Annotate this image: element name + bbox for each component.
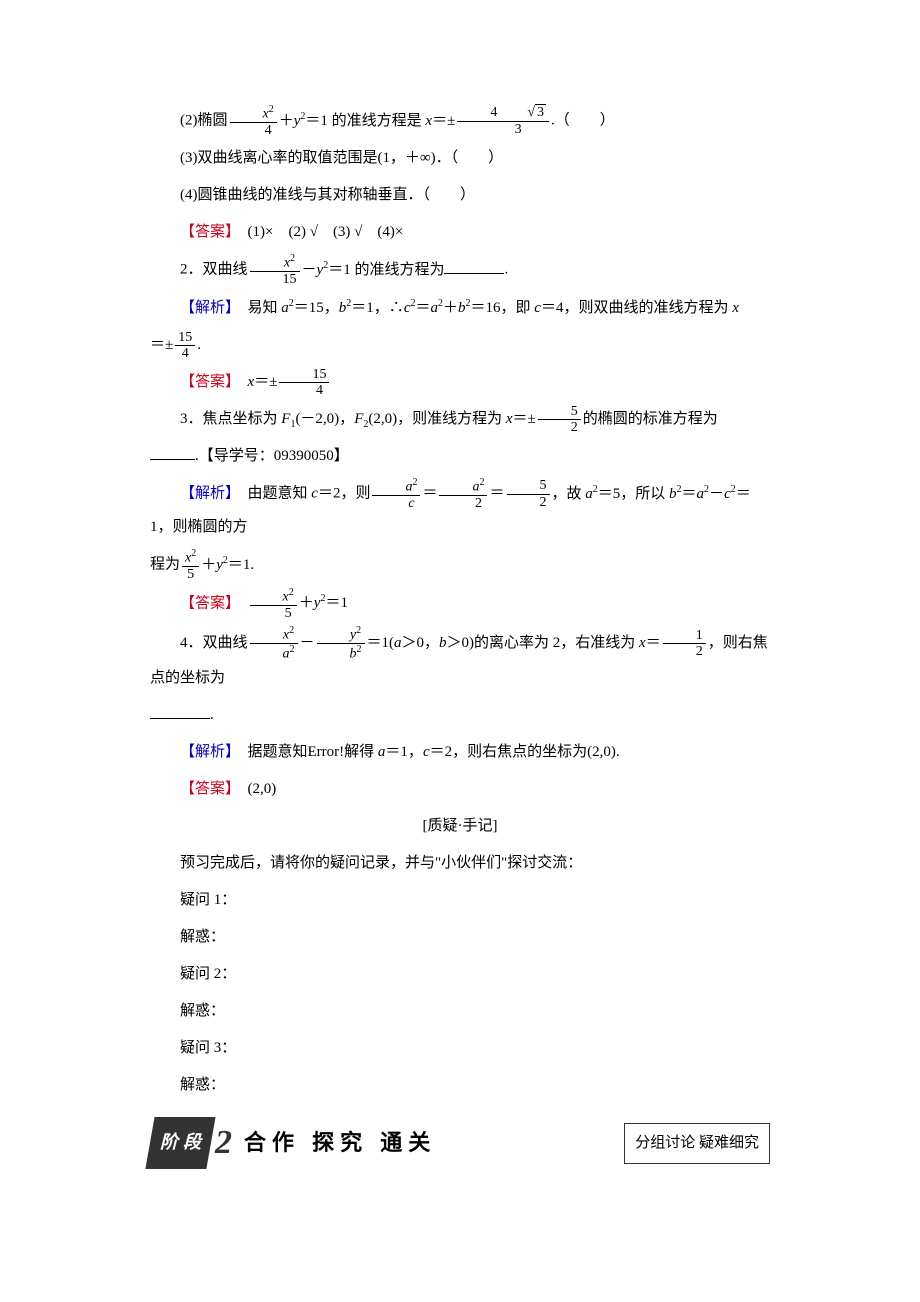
p3-ans-frac: x25: [250, 587, 297, 621]
answer-1-text: (1)× (2) √ (3) √ (4)×: [233, 224, 404, 240]
p2-jiexi-frac: 154: [175, 330, 195, 362]
p4-f2: y2b2: [317, 625, 365, 662]
p3-ans-tail: ＋y2＝1: [299, 595, 348, 611]
p2-jiexi-b: ＝±: [150, 337, 173, 353]
answer-label: 【答案】: [180, 224, 233, 240]
p3-ans-space: [233, 595, 248, 611]
banner-left: 阶 段 2 合作 探究 通关: [150, 1106, 436, 1181]
p4-ans: (2,0): [233, 781, 277, 797]
p3-after: 的椭圆的标准方程为: [583, 411, 718, 427]
problem-2-jiexi-line2: ＝±154.: [150, 329, 770, 362]
q2-frac-right: 4√33: [457, 105, 549, 137]
q2-mid: ＋y2＝1 的准线方程是 x＝±: [279, 113, 456, 129]
p3-jiexi-a: 由题意知 c＝2，则: [233, 486, 371, 502]
answer-block-4: 【答案】 (2,0): [150, 773, 770, 806]
blank-input: [150, 446, 195, 460]
notes-line: 解惑：: [150, 995, 770, 1028]
p3-guide: .【导学号：09390050】: [195, 448, 349, 464]
section-banner: 阶 段 2 合作 探究 通关 分组讨论 疑难细究: [150, 1122, 770, 1164]
answer-label: 【答案】: [180, 374, 233, 390]
problem-3-line2: .【导学号：09390050】: [150, 440, 770, 473]
p3-jiexi-c-frac: x25: [182, 548, 199, 582]
banner-tag: 阶 段: [145, 1117, 215, 1169]
problem-3-jiexi-line1: 【解析】 由题意知 c＝2，则a2c＝a22＝52，故 a2＝5，所以 b2＝a…: [150, 477, 770, 544]
p2-frac: x215: [250, 253, 300, 287]
p2-after: －y2＝1 的准线方程为: [302, 262, 445, 278]
p3-jiexi-c2: ＋y2＝1.: [201, 557, 254, 573]
answer-block-3: 【答案】 x25＋y2＝1: [150, 587, 770, 621]
q2-tail: .（ ）: [551, 113, 615, 129]
banner-title: 合作 探究 通关: [244, 1119, 436, 1167]
p3-label: 3．焦点坐标为 F1(－2,0)，F2(2,0)，则准线方程为 x＝±: [180, 411, 536, 427]
banner-number: 2: [215, 1106, 232, 1181]
notes-line: 解惑：: [150, 921, 770, 954]
problem-3: 3．焦点坐标为 F1(－2,0)，F2(2,0)，则准线方程为 x＝±52的椭圆…: [150, 403, 770, 436]
answer-label: 【答案】: [180, 781, 233, 797]
q2-frac-left: x24: [230, 104, 277, 138]
problem-4: 4．双曲线x2a2－y2b2＝1(a＞0，b＞0)的离心率为 2，右准线为 x＝…: [150, 625, 770, 695]
jiexi-label: 【解析】: [180, 486, 233, 502]
answer-block-1: 【答案】 (1)× (2) √ (3) √ (4)×: [150, 216, 770, 249]
banner-right-box: 分组讨论 疑难细究: [624, 1123, 770, 1164]
notes-line: 疑问 1：: [150, 884, 770, 917]
p4-f1: x2a2: [250, 625, 298, 662]
answer-block-2: 【答案】 x＝±154: [150, 366, 770, 399]
p4-mid1: －: [300, 635, 315, 651]
blank-input: [444, 261, 504, 275]
p3-jiexi-f1: a2c: [372, 477, 420, 511]
p2-jiexi-a: 易知 a2＝15，b2＝1，∴c2＝a2＋b2＝16，即 c＝4，则双曲线的准线…: [233, 300, 739, 316]
eq: ＝: [489, 486, 504, 502]
p4-label: 4．双曲线: [180, 635, 248, 651]
problem-2-jiexi-line1: 【解析】 易知 a2＝15，b2＝1，∴c2＝a2＋b2＝16，即 c＝4，则双…: [150, 292, 770, 325]
notes-title: [质疑·手记]: [150, 810, 770, 843]
question-4: (4)圆锥曲线的准线与其对称轴垂直．（ ）: [150, 179, 770, 212]
jiexi-label: 【解析】: [180, 744, 233, 760]
p2-tail: .: [504, 262, 508, 278]
notes-line: 疑问 3：: [150, 1032, 770, 1065]
question-2: (2)椭圆x24＋y2＝1 的准线方程是 x＝±4√33.（ ）: [150, 104, 770, 138]
p3-jiexi-f3: 52: [507, 478, 550, 510]
p3-jiexi-f2: a22: [439, 477, 487, 511]
p3-frac: 52: [538, 404, 581, 436]
p4-blank-tail: .: [210, 707, 214, 723]
problem-4-jiexi: 【解析】 据题意知Error!解得 a＝1，c＝2，则右焦点的坐标为(2,0).: [150, 736, 770, 769]
notes-line: 解惑：: [150, 1069, 770, 1102]
problem-3-jiexi-line2: 程为x25＋y2＝1.: [150, 548, 770, 582]
problem-4-line2: .: [150, 699, 770, 732]
question-3: (3)双曲线离心率的取值范围是(1，＋∞)．（ ）: [150, 142, 770, 175]
p2-ans-prefix: x＝±: [233, 374, 278, 390]
jiexi-label: 【解析】: [180, 300, 233, 316]
notes-intro: 预习完成后，请将你的疑问记录，并与"小伙伴们"探讨交流：: [150, 847, 770, 880]
blank-input: [150, 706, 210, 720]
q2-prefix: (2)椭圆: [180, 113, 228, 129]
p4-f3: 12: [663, 628, 706, 660]
answer-label: 【答案】: [180, 595, 233, 611]
p2-jiexi-tail: .: [197, 337, 201, 353]
p2-label: 2．双曲线: [180, 262, 248, 278]
p4-mid2: ＝1(a＞0，b＞0)的离心率为 2，右准线为 x＝: [367, 635, 661, 651]
p2-ans-frac: 154: [279, 367, 329, 399]
eq: ＝: [422, 486, 437, 502]
p3-jiexi-c1: 程为: [150, 557, 180, 573]
problem-2: 2．双曲线x215－y2＝1 的准线方程为.: [150, 253, 770, 287]
p4-jiexi-text: 据题意知Error!解得 a＝1，c＝2，则右焦点的坐标为(2,0).: [233, 744, 620, 760]
notes-line: 疑问 2：: [150, 958, 770, 991]
